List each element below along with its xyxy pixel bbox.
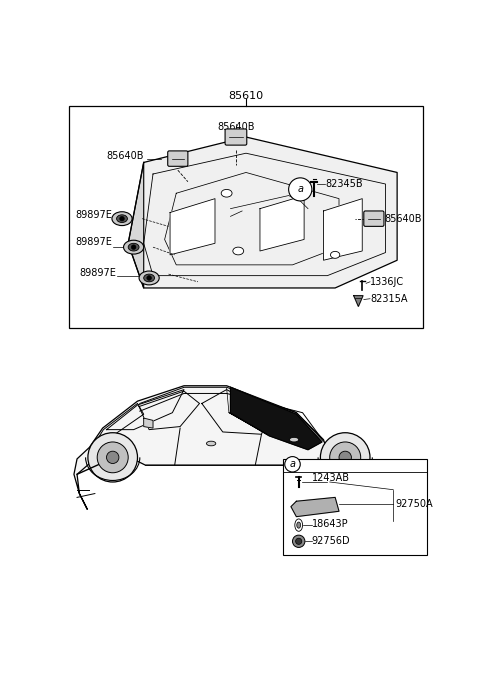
Text: 85640B: 85640B <box>107 150 144 160</box>
Circle shape <box>120 216 124 221</box>
Ellipse shape <box>206 441 216 446</box>
Polygon shape <box>260 196 304 251</box>
Text: 92756D: 92756D <box>312 537 350 546</box>
Ellipse shape <box>117 215 127 222</box>
Circle shape <box>296 538 302 545</box>
Text: 89897E: 89897E <box>75 237 112 247</box>
Ellipse shape <box>123 240 144 254</box>
Circle shape <box>330 442 360 473</box>
Text: 92750A: 92750A <box>396 499 433 509</box>
Ellipse shape <box>128 243 139 251</box>
Ellipse shape <box>330 252 340 258</box>
Text: 89897E: 89897E <box>79 267 116 277</box>
Ellipse shape <box>297 522 300 528</box>
Circle shape <box>132 245 136 250</box>
Circle shape <box>339 452 351 464</box>
FancyBboxPatch shape <box>364 211 384 226</box>
Ellipse shape <box>295 519 302 531</box>
Circle shape <box>285 456 300 472</box>
Polygon shape <box>144 418 153 428</box>
Text: 82345B: 82345B <box>325 179 363 189</box>
Text: 89897E: 89897E <box>75 210 112 220</box>
Ellipse shape <box>144 274 155 282</box>
Text: a: a <box>289 459 296 469</box>
Polygon shape <box>354 296 363 307</box>
Polygon shape <box>170 199 215 255</box>
FancyBboxPatch shape <box>225 129 247 145</box>
Polygon shape <box>324 199 362 260</box>
Polygon shape <box>128 137 397 288</box>
Circle shape <box>288 178 312 201</box>
Ellipse shape <box>112 211 132 226</box>
Circle shape <box>321 432 370 482</box>
Circle shape <box>107 452 119 464</box>
Text: 85640B: 85640B <box>384 214 421 224</box>
Polygon shape <box>128 163 144 288</box>
Circle shape <box>97 442 128 473</box>
Circle shape <box>292 535 305 547</box>
Ellipse shape <box>221 190 232 197</box>
Bar <box>69 106 423 328</box>
Ellipse shape <box>139 271 159 285</box>
Bar <box>283 459 427 555</box>
Polygon shape <box>74 386 397 509</box>
Circle shape <box>147 275 152 280</box>
Circle shape <box>88 432 137 482</box>
Text: 1336JC: 1336JC <box>370 277 404 287</box>
Ellipse shape <box>289 437 299 442</box>
Text: 18643P: 18643P <box>312 520 348 529</box>
Polygon shape <box>230 388 322 449</box>
Text: 85610: 85610 <box>228 91 264 101</box>
Text: 1243AB: 1243AB <box>312 473 350 483</box>
FancyBboxPatch shape <box>168 151 188 167</box>
Text: 82315A: 82315A <box>370 294 408 304</box>
Polygon shape <box>291 497 339 517</box>
Ellipse shape <box>233 247 244 255</box>
Text: a: a <box>297 184 303 194</box>
Text: 85640B: 85640B <box>217 122 255 132</box>
